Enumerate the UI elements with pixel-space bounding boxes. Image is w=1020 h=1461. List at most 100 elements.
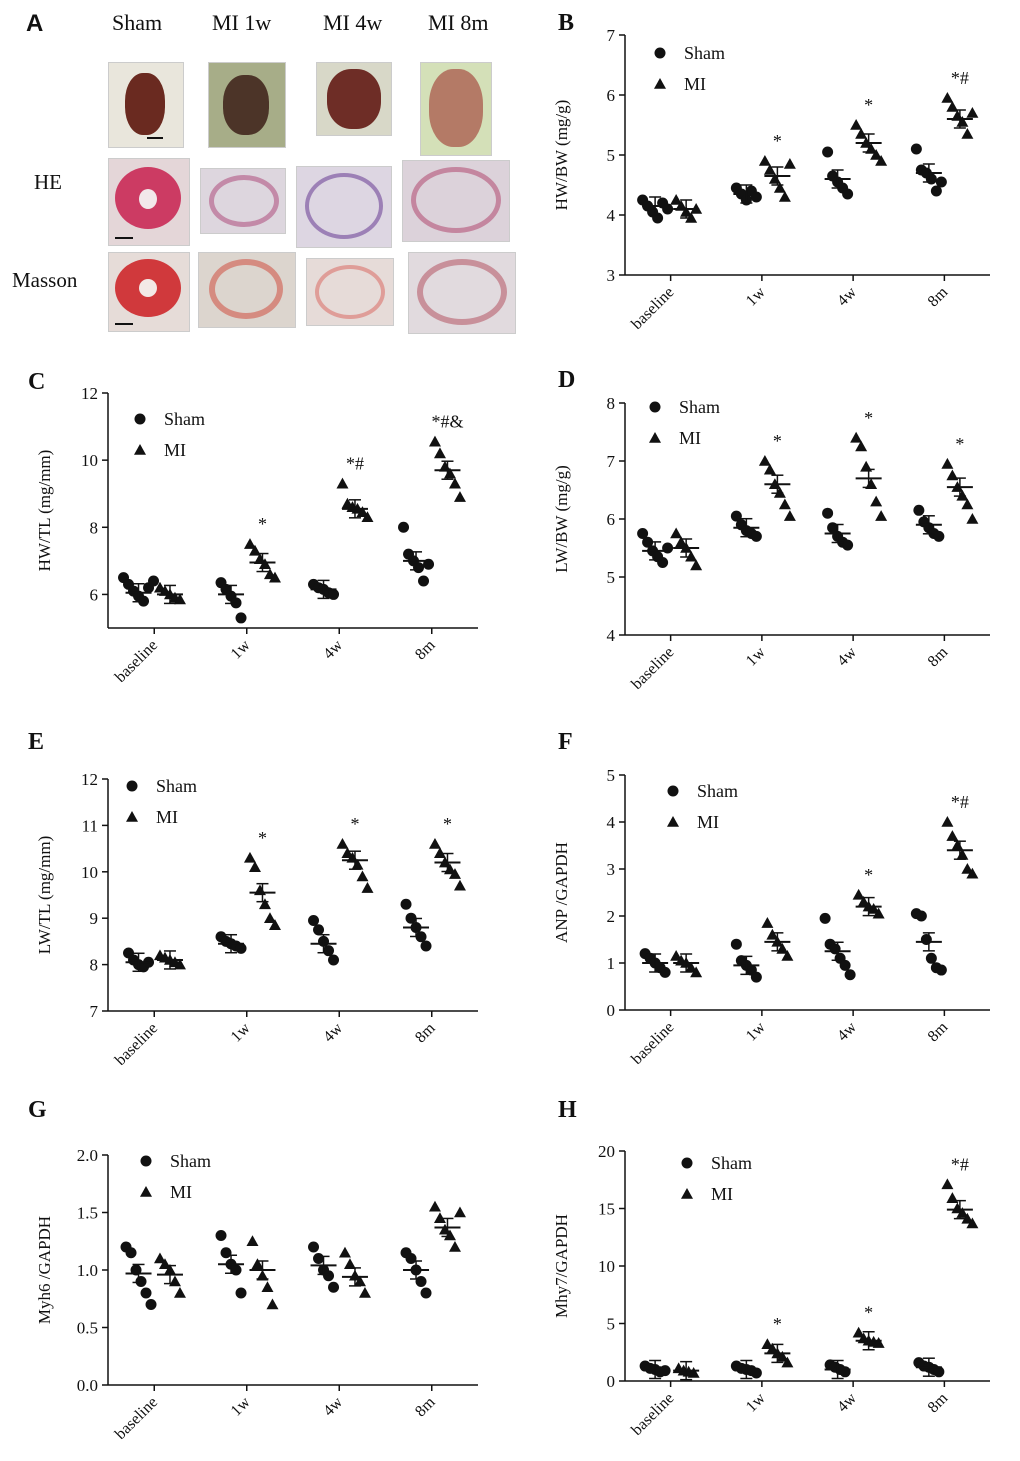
x-tick-label: 4w [320, 1393, 346, 1419]
legend-sham-label: Sham [711, 1153, 752, 1173]
panel-letter: C [28, 369, 45, 395]
mi-point [761, 1338, 774, 1349]
sham-point [925, 952, 937, 964]
x-tick-label: 4w [320, 636, 346, 662]
mi-point [268, 919, 281, 930]
mi-point [266, 1298, 279, 1310]
y-tick-label: 7 [607, 452, 616, 471]
mi-point [685, 550, 698, 562]
legend-mi-label: MI [170, 1182, 192, 1202]
y-tick-label: 8 [607, 394, 616, 413]
mi-point [783, 158, 796, 169]
chart-panel-e: E 7 8 9 10 11 12 LW/TL (mg/mm) baseline 1w 4w 8m * * *… [28, 729, 478, 1069]
y-tick-label: 2 [607, 907, 616, 926]
sham-point [822, 507, 834, 519]
chart-panel-f: F 0 1 2 3 4 5 ANP /GAPDH baseline 1w 4w 8m * *# Sham MI [552, 729, 990, 1068]
legend-sham-label: Sham [156, 776, 197, 796]
legend-mi-label: MI [711, 1184, 733, 1204]
sham-point [413, 562, 425, 574]
mi-point [443, 1229, 456, 1241]
mi-point [261, 1281, 274, 1293]
sham-point [842, 188, 854, 200]
sham-point [328, 954, 340, 966]
sham-point [642, 536, 654, 548]
y-tick-label: 1.0 [77, 1261, 98, 1280]
mi-point [850, 119, 863, 130]
sham-point [842, 539, 854, 551]
y-tick-label: 4 [607, 813, 616, 832]
x-tick-label: 1w [743, 643, 769, 669]
y-tick-label: 10 [81, 451, 98, 470]
mi-point [941, 457, 954, 469]
sham-point [750, 530, 762, 542]
mi-point [248, 861, 261, 872]
mi-point [453, 491, 466, 502]
significance-annotation: * [773, 431, 782, 451]
significance-annotation: * [773, 1314, 782, 1334]
sham-point [215, 1230, 227, 1241]
mi-point [356, 870, 369, 882]
y-tick-label: 2.0 [77, 1146, 98, 1165]
sham-point [405, 1253, 417, 1264]
sham-point [659, 966, 671, 978]
x-tick-label: 4w [834, 643, 860, 669]
photo-he-sham [108, 158, 190, 246]
mi-point [855, 440, 868, 452]
legend-mi-marker [649, 432, 661, 443]
significance-annotation: *# [951, 792, 969, 812]
mi-point [956, 489, 969, 501]
photo-heart-sham [108, 62, 184, 148]
y-axis-label: Mhy7/GAPDH [552, 1214, 571, 1318]
y-tick-label: 12 [81, 384, 98, 403]
col-header-mi-1w: MI 1w [212, 10, 272, 35]
mi-point [433, 847, 446, 859]
sham-point [933, 1366, 945, 1378]
mi-point [336, 837, 349, 849]
significance-annotation: * [864, 408, 873, 428]
photo-masson-sham [108, 252, 190, 332]
mi-point [761, 917, 774, 928]
sham-point [323, 1270, 335, 1282]
row-header-masson: Masson [12, 268, 78, 292]
y-tick-label: 0.0 [77, 1376, 98, 1395]
y-axis-label: LW/TL (mg/mm) [35, 836, 54, 955]
mi-point [941, 92, 954, 103]
mi-point [168, 1275, 181, 1287]
x-tick-label: 1w [743, 283, 769, 309]
mi-point [356, 506, 369, 517]
mi-point [448, 868, 461, 879]
legend-mi-label: MI [679, 428, 701, 448]
legend-mi-marker [126, 811, 138, 822]
mi-point [246, 1235, 259, 1247]
legend-mi-marker [140, 1186, 152, 1197]
legend-mi-marker [681, 1188, 693, 1199]
mi-point [966, 513, 979, 524]
mi-point [872, 907, 885, 919]
mi-point [258, 898, 271, 910]
mi-point [758, 455, 771, 466]
significance-annotation: * [864, 865, 873, 885]
y-tick-label: 4 [607, 206, 616, 225]
y-tick-label: 6 [607, 510, 616, 529]
mi-point [941, 1178, 954, 1190]
significance-annotation: *#& [431, 412, 463, 432]
mi-point [850, 431, 863, 443]
mi-point [675, 536, 688, 547]
y-tick-label: 1.5 [77, 1204, 98, 1223]
col-header-sham: Sham [112, 10, 163, 35]
x-tick-label: baseline [112, 637, 161, 686]
y-tick-label: 6 [607, 86, 616, 105]
legend-mi-marker [134, 444, 146, 455]
x-tick-label: baseline [628, 1019, 677, 1068]
mi-point [433, 1212, 446, 1224]
mi-point [776, 1350, 789, 1362]
x-tick-label: 1w [743, 1018, 769, 1044]
mi-point [428, 1200, 441, 1212]
sham-point [750, 971, 762, 983]
sham-point [839, 959, 851, 971]
photo-masson-mi-1w [198, 252, 296, 328]
mi-point [961, 1212, 974, 1224]
col-header-mi-4w: MI 4w [323, 10, 383, 35]
y-axis-label: HW/TL (mg/mm) [35, 450, 54, 572]
chart-panel-b: B 3 4 5 6 7 HW/BW (mg/g) baseline 1w 4w 8m * * *# Sham… [552, 10, 990, 333]
